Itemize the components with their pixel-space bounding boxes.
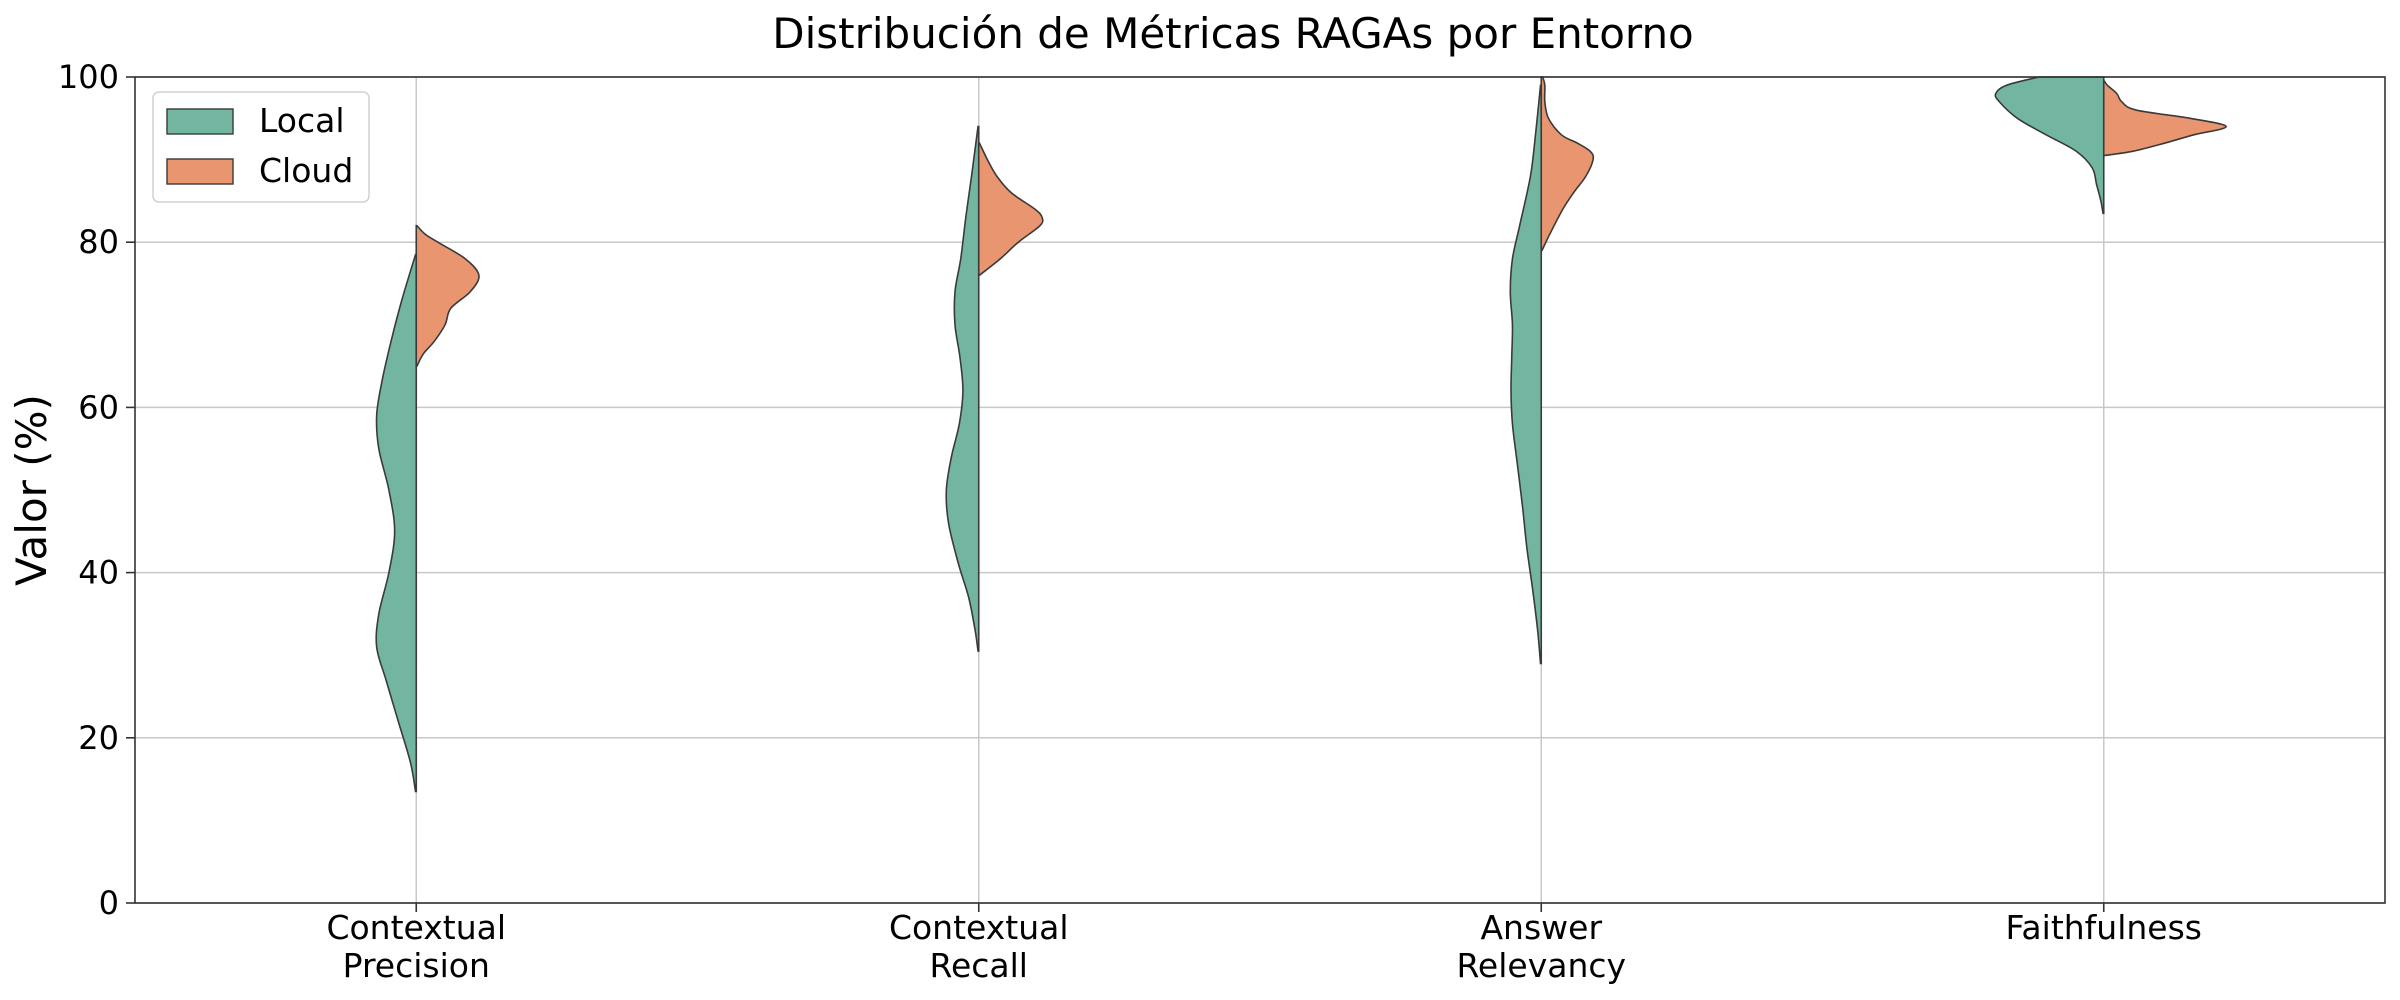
legend-swatch-cloud <box>166 158 234 185</box>
x-tick-label-line: Answer <box>1480 908 1602 947</box>
y-tick-label: 0 <box>99 884 119 922</box>
y-tick-label: 100 <box>58 58 119 96</box>
x-tick-label-line: Precision <box>343 946 490 985</box>
legend-label-local: Local <box>259 101 345 140</box>
x-tick-label-line: Recall <box>930 946 1028 985</box>
violin-local-3 <box>1994 76 2105 215</box>
x-tick-label: Contextual Recall <box>889 908 1069 985</box>
x-tick-label-line: Faithfulness <box>2005 908 2202 947</box>
plot-frame <box>134 76 2386 904</box>
legend: Local Cloud <box>152 91 370 203</box>
y-axis-label: Valor (%) <box>7 394 56 586</box>
violin-cloud-1 <box>977 142 1044 277</box>
violin-local-1 <box>945 125 980 652</box>
violin-cloud-2 <box>1540 76 1595 252</box>
x-tick-label: Faithfulness <box>2005 908 2202 947</box>
chart-title: Distribución de Métricas RAGAs por Entor… <box>772 9 1694 58</box>
legend-label-cloud: Cloud <box>259 151 353 190</box>
violin-cloud-0 <box>415 224 480 367</box>
x-tick-label: Contextual Precision <box>326 908 506 985</box>
x-tick-label-line: Contextual <box>889 908 1069 947</box>
y-tick-label: 40 <box>78 554 119 592</box>
violin-cloud-3 <box>2102 80 2227 157</box>
violin-local-0 <box>375 253 418 793</box>
violin-layer <box>375 76 2227 793</box>
x-tick-label: Answer Relevancy <box>1456 908 1626 985</box>
grid-layer <box>135 76 2385 904</box>
x-tick-label-line: Relevancy <box>1456 946 1626 985</box>
x-tick-label-line: Contextual <box>326 908 506 947</box>
y-tick-label: 20 <box>78 719 119 757</box>
legend-swatch-local <box>166 108 234 135</box>
y-tick-label: 80 <box>78 223 119 261</box>
violin-local-2 <box>1509 84 1543 665</box>
y-tick-label: 60 <box>78 388 119 426</box>
